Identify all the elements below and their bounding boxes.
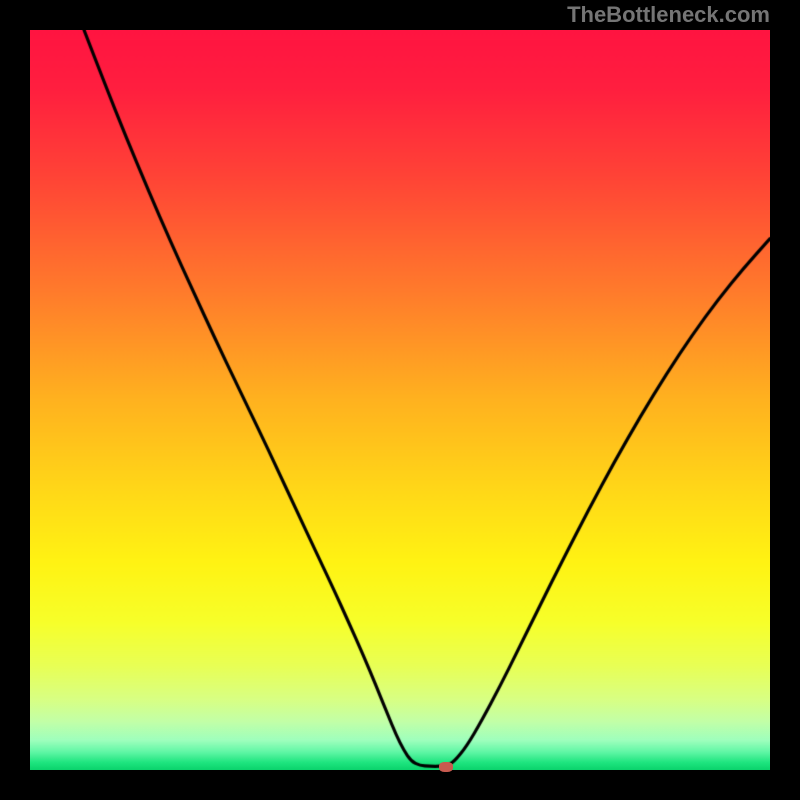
bottleneck-curve [30,30,770,770]
chart-frame: TheBottleneck.com [0,0,800,800]
operating-point-marker [439,762,453,772]
plot-area [30,30,770,770]
watermark-text: TheBottleneck.com [567,2,770,28]
